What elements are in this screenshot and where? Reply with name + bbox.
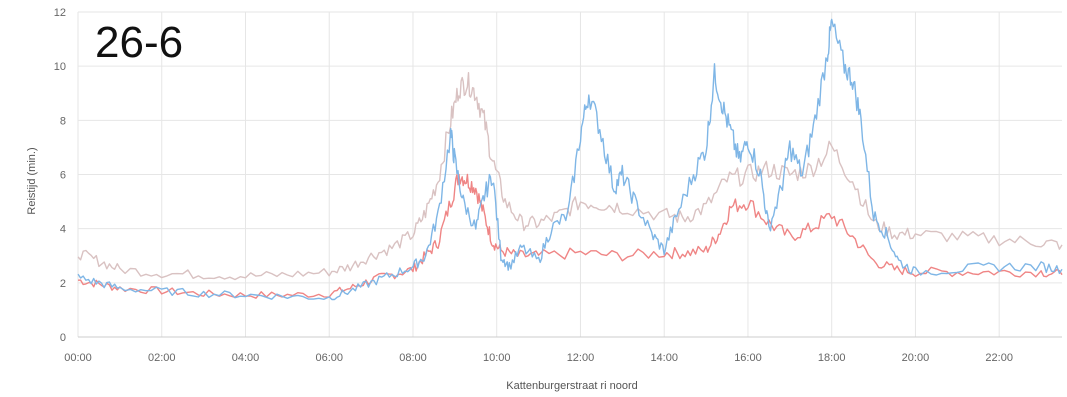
x-tick-label: 06:00 (315, 352, 343, 364)
x-tick-label: 02:00 (148, 352, 176, 364)
x-tick-label: 20:00 (902, 352, 930, 364)
x-tick-label: 16:00 (734, 352, 762, 364)
x-axis: 00:00 02:00 04:00 06:00 08:00 10:00 12:00 14:00… (64, 352, 1013, 364)
y-tick-label: 12 (54, 7, 66, 19)
x-tick-label: 14:00 (650, 352, 678, 364)
y-tick-label: 10 (54, 61, 66, 73)
y-tick-label: 0 (60, 332, 66, 344)
series-line-3 (77, 18, 1063, 301)
x-tick-label: 22:00 (985, 352, 1013, 364)
series-line-2 (77, 72, 1063, 281)
grid (77, 11, 1062, 338)
y-axis: 0 2 4 6 8 10 12 (54, 7, 66, 344)
y-axis-title: Reistijd (min.) (26, 147, 38, 214)
series-group (77, 18, 1063, 301)
x-tick-label: 18:00 (818, 352, 846, 364)
x-tick-label: 00:00 (64, 352, 92, 364)
y-tick-label: 6 (60, 170, 66, 182)
x-axis-title: Kattenburgerstraat ri noord (506, 380, 637, 392)
x-tick-label: 08:00 (399, 352, 427, 364)
y-tick-label: 8 (60, 115, 66, 127)
y-tick-label: 4 (60, 224, 66, 236)
x-tick-label: 04:00 (232, 352, 260, 364)
y-tick-label: 2 (60, 278, 66, 290)
x-tick-label: 12:00 (567, 352, 595, 364)
x-tick-label: 10:00 (483, 352, 511, 364)
chart-title: 26-6 (95, 18, 183, 67)
